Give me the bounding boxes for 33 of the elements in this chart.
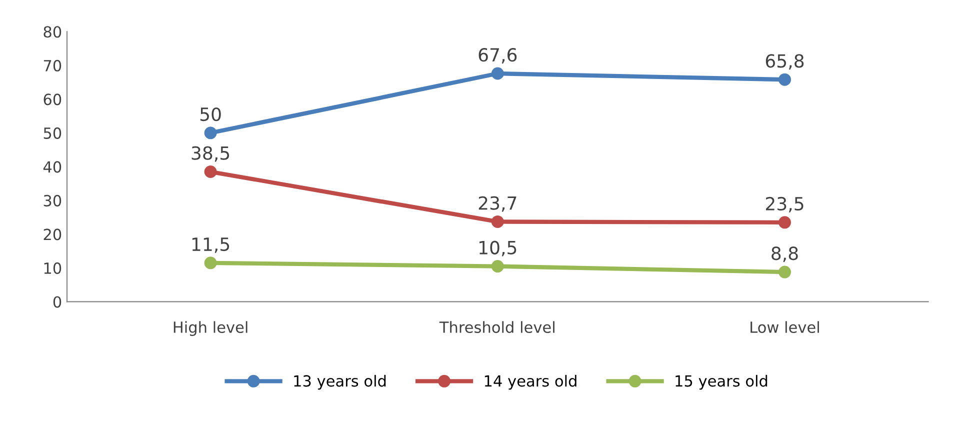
y-tick-label: 30 xyxy=(44,194,62,206)
point xyxy=(491,215,504,228)
legend-label: 13 years old xyxy=(294,374,386,390)
data-label: 67,6 xyxy=(478,48,517,64)
data-label: 65,8 xyxy=(766,54,804,70)
y-tick-label: 0 xyxy=(53,296,62,308)
point xyxy=(491,260,504,273)
point xyxy=(491,67,504,80)
data-label: 10,5 xyxy=(480,240,516,256)
y-tick-label: 40 xyxy=(43,161,62,173)
data-label: 23,7 xyxy=(478,196,516,212)
legend-label: 14 years old xyxy=(484,374,576,390)
point xyxy=(778,266,791,278)
point xyxy=(204,166,217,178)
data-label: 23,5 xyxy=(766,196,804,212)
y-tick-label: 10 xyxy=(44,262,62,274)
point xyxy=(778,216,791,229)
x-tick-label: High level xyxy=(174,321,248,336)
point xyxy=(778,73,791,86)
data-label: 8,8 xyxy=(772,246,798,262)
x-tick-label: Low level xyxy=(750,321,819,333)
data-label: 38,5 xyxy=(192,146,230,162)
point xyxy=(204,126,217,140)
y-tick-label: 60 xyxy=(44,94,62,106)
x-tick-label: Threshold level xyxy=(439,321,554,333)
y-tick-label: 50 xyxy=(44,127,62,139)
legend-label: 15 years old xyxy=(676,374,768,390)
data-label: 11,5 xyxy=(192,238,230,253)
y-tick-label: 70 xyxy=(44,60,62,72)
data-label: 50 xyxy=(200,107,221,122)
point xyxy=(204,256,217,270)
y-tick-label: 20 xyxy=(44,228,62,240)
y-tick-label: 80 xyxy=(44,26,62,38)
